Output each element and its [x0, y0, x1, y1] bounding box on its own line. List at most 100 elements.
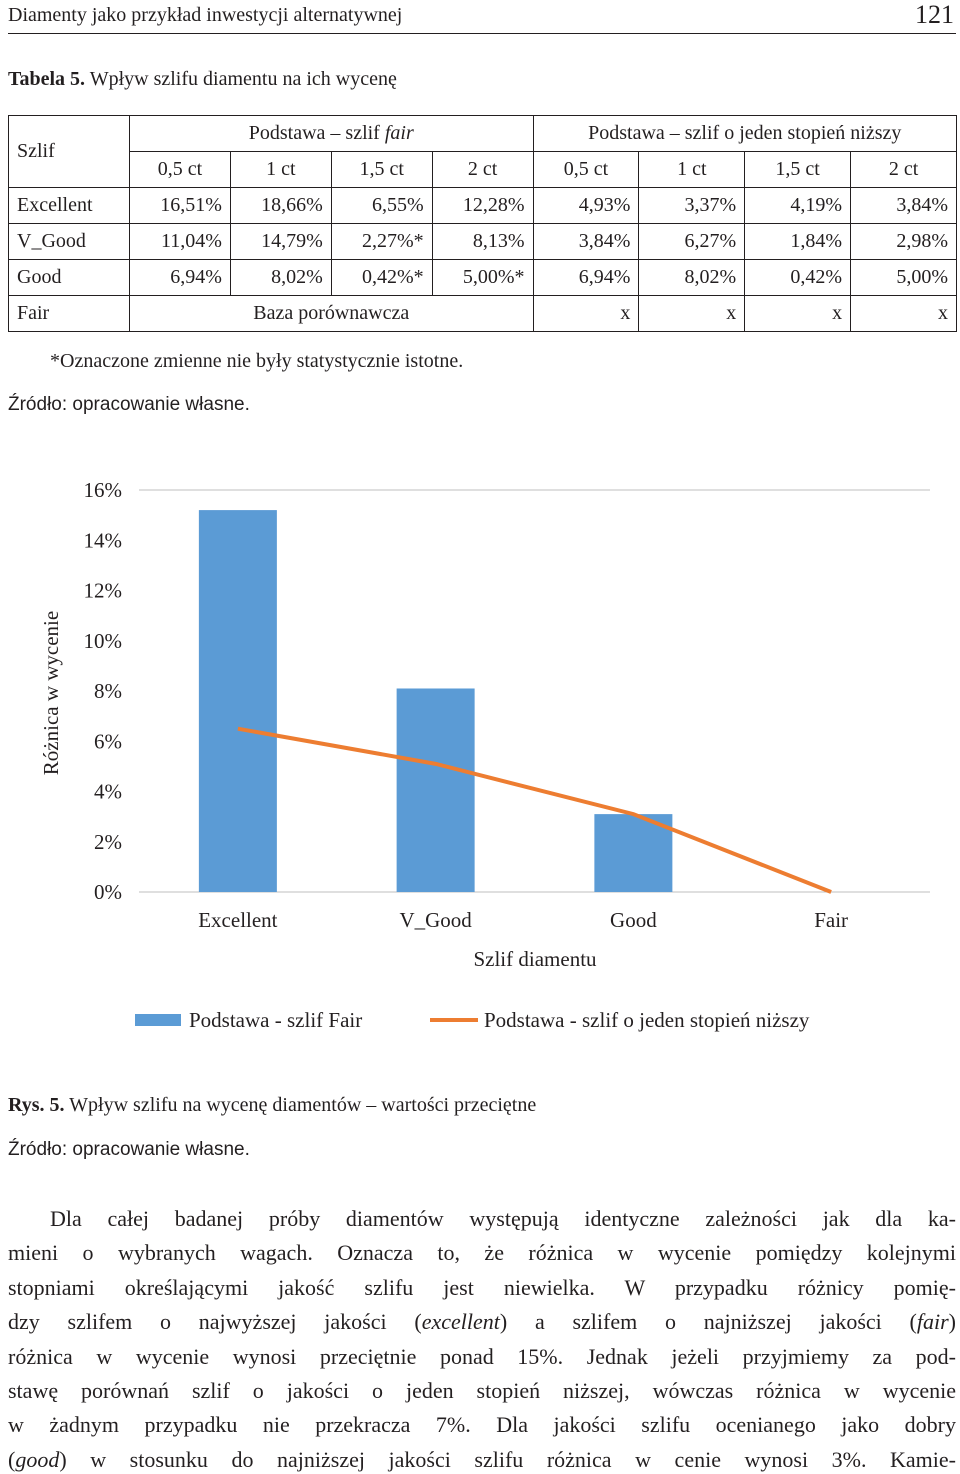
- group-header: Podstawa – szlif fair: [129, 115, 534, 152]
- italic-run: good: [15, 1446, 60, 1472]
- chart: 0% 2% 4% 6% 8% 10% 12% 14% 16% Excellent V_Good Goo…: [39, 478, 930, 1032]
- table-cell: 1,84%: [744, 223, 852, 260]
- row-header: V_Good: [8, 223, 130, 260]
- table-cell: 2,98%: [850, 223, 957, 260]
- text-line: różnica w wycenie wynosi przeciętnie pon…: [8, 1344, 956, 1370]
- text-run: Podstawa – szlif: [248, 122, 385, 144]
- table-cell: x: [744, 295, 852, 332]
- text-line: stopniami określającymi jakość szlifu je…: [8, 1275, 956, 1301]
- table-row: Good 6,94% 8,02% 0,42%* 5,00%* 6,94% 8,02% 0,42…: [8, 259, 957, 296]
- table-row: Fair Baza porównawcza x x x x: [8, 295, 957, 332]
- text-run: ) w stosunku do najniższej jakości szlif…: [59, 1446, 956, 1472]
- text-run: różnica w wycenie wynosi przeciętnie pon…: [8, 1343, 956, 1369]
- x-tick-label: Fair: [814, 908, 848, 932]
- text-run: mieni o wybranych wagach. Oznacza to, że…: [8, 1240, 956, 1266]
- figure-source: Źródło: opracowanie własne.: [8, 1139, 250, 1160]
- x-tick-label: Excellent: [198, 908, 277, 932]
- table-cell: 3,84%: [850, 187, 957, 224]
- corner-header: Szlif: [8, 115, 130, 188]
- y-tick-label: 16%: [84, 478, 123, 502]
- table-cell: 18,66%: [229, 187, 332, 224]
- table-caption-text: Wpływ szlifu diamentu na ich wycenę: [89, 68, 397, 90]
- y-tick-label: 8%: [94, 679, 122, 703]
- italic-run: fair: [916, 1309, 949, 1335]
- table-cell: 8,13%: [431, 223, 534, 260]
- table-row: V_Good 11,04% 14,79% 2,27%* 8,13% 3,84% 6,27% 1…: [8, 223, 957, 260]
- figure-label: Rys. 5.: [8, 1094, 65, 1116]
- y-tick-label: 0%: [94, 880, 122, 904]
- table-cell: 3,37%: [638, 187, 746, 224]
- text-line: (good) w stosunku do najniższej jakości …: [8, 1447, 956, 1473]
- text-line: Dla całej badanej próby diamentów występ…: [50, 1206, 956, 1232]
- header-row: 0,5 ct 1 ct 1,5 ct 2 ct 0,5 ct 1 ct 1,5 ct 2 ct: [9, 151, 957, 188]
- text-line: stawę porównań szlif o jakości o jeden s…: [8, 1378, 956, 1404]
- table-cell: 6,55%: [330, 187, 433, 224]
- figure-caption-text: Wpływ szlifu na wycenę diamentów – warto…: [69, 1094, 537, 1116]
- text-run: ) a szlifem o najniższej jakości (: [499, 1309, 917, 1335]
- italic-run: fair: [384, 122, 414, 144]
- table-cell: 12,28%: [431, 187, 534, 224]
- y-tick-label: 2%: [94, 830, 122, 854]
- text-run: (: [8, 1446, 16, 1472]
- page-number: 121: [915, 0, 954, 29]
- text-run: w żadnym przypadku nie przekracza 7%. Dl…: [8, 1412, 956, 1438]
- x-tick-label: Good: [610, 908, 657, 932]
- table-cell: Baza porównawcza: [129, 295, 534, 332]
- table-cell: 14,79%: [229, 223, 332, 260]
- legend-swatch: [135, 1014, 181, 1026]
- table-cell: 6,94%: [129, 259, 231, 296]
- table: Szlif Podstawa – szlif fair Podstawa – szl…: [8, 115, 957, 332]
- header-row: Szlif Podstawa – szlif fair Podstawa – szl…: [8, 115, 957, 188]
- table-cell: 16,51%: [129, 187, 231, 224]
- column-header: 2 ct: [431, 151, 534, 188]
- y-axis-title: Różnica w wycenie: [39, 611, 63, 775]
- y-tick-label: 12%: [84, 579, 123, 603]
- table-cell: 5,00%: [850, 259, 957, 296]
- column-header: 0,5 ct: [129, 151, 231, 188]
- table-cell: x: [850, 295, 957, 332]
- text-run: ): [948, 1309, 956, 1335]
- table-cell: 6,94%: [532, 259, 640, 296]
- table-cell: 3,84%: [532, 223, 640, 260]
- table-source: Źródło: opracowanie własne.: [8, 394, 250, 415]
- text-run: stawę porównań szlif o jakości o jeden s…: [8, 1378, 956, 1403]
- table-cell: 0,42%: [744, 259, 852, 296]
- text-run: Podstawa – szlif o jeden stopień niższy: [588, 122, 902, 144]
- table-note: *Oznaczone zmienne nie były statystyczni…: [50, 350, 464, 372]
- text-line: w żadnym przypadku nie przekracza 7%. Dl…: [8, 1412, 956, 1438]
- y-tick-label: 6%: [94, 729, 122, 753]
- text-line: dzy szlifem o najwyższej jakości (excell…: [8, 1309, 956, 1335]
- column-header: 1 ct: [229, 151, 332, 188]
- x-axis-title: Szlif diamentu: [473, 947, 597, 971]
- table-cell: 4,19%: [744, 187, 852, 224]
- figure-caption: Rys. 5. Wpływ szlifu na wycenę diamentów…: [8, 1094, 536, 1117]
- y-tick-label: 4%: [94, 780, 122, 804]
- column-header: 1 ct: [638, 151, 746, 188]
- legend-label: Podstawa - szlif o jeden stopień niższy: [484, 1008, 810, 1032]
- column-header: 2 ct: [850, 151, 957, 188]
- table-caption: Tabela 5. Wpływ szlifu diamentu na ich w…: [8, 68, 397, 91]
- table-cell: 8,02%: [229, 259, 332, 296]
- y-tick-label: 14%: [84, 528, 123, 552]
- group-header: Podstawa – szlif o jeden stopień niższy: [532, 115, 957, 152]
- line-series: [237, 726, 832, 894]
- text-line: mieni o wybranych wagach. Oznacza to, że…: [8, 1240, 956, 1266]
- text-run: stopniami określającymi jakość szlifu je…: [8, 1274, 956, 1300]
- table-label: Tabela 5.: [8, 68, 86, 90]
- running-title: Diamenty jako przykład inwestycji altern…: [8, 4, 403, 26]
- bar: [198, 510, 277, 892]
- header-rule: [8, 33, 956, 34]
- table-cell: x: [532, 295, 640, 332]
- table-cell: 2,27%*: [330, 223, 433, 260]
- table-cell: 8,02%: [638, 259, 746, 296]
- row-header: Excellent: [8, 187, 130, 224]
- column-header: 0,5 ct: [532, 151, 640, 188]
- row-header: Fair: [8, 295, 130, 332]
- x-tick-label: V_Good: [399, 908, 472, 932]
- legend-label: Podstawa - szlif Fair: [189, 1008, 362, 1032]
- text-run: dzy szlifem o najwyższej jakości (: [8, 1309, 422, 1335]
- column-header: 1,5 ct: [330, 151, 433, 188]
- y-tick-label: 10%: [84, 629, 123, 653]
- table-cell: 6,27%: [638, 223, 746, 260]
